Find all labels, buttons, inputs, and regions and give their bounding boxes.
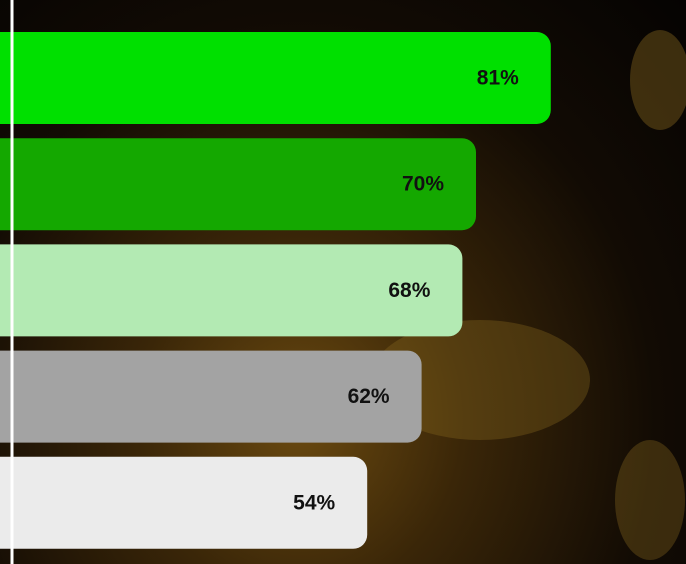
bar xyxy=(0,456,368,549)
value-label: 81% xyxy=(477,67,519,90)
value-label: 62% xyxy=(348,385,390,408)
bar xyxy=(0,350,422,443)
bar xyxy=(0,244,463,337)
lantern-glow xyxy=(370,320,590,440)
bar xyxy=(0,32,551,124)
value-label: 54% xyxy=(293,491,335,514)
lantern-glow xyxy=(615,440,685,560)
value-label: 68% xyxy=(388,279,430,302)
lantern-glow xyxy=(630,30,686,130)
value-label: 70% xyxy=(402,173,444,196)
bar xyxy=(0,138,476,231)
